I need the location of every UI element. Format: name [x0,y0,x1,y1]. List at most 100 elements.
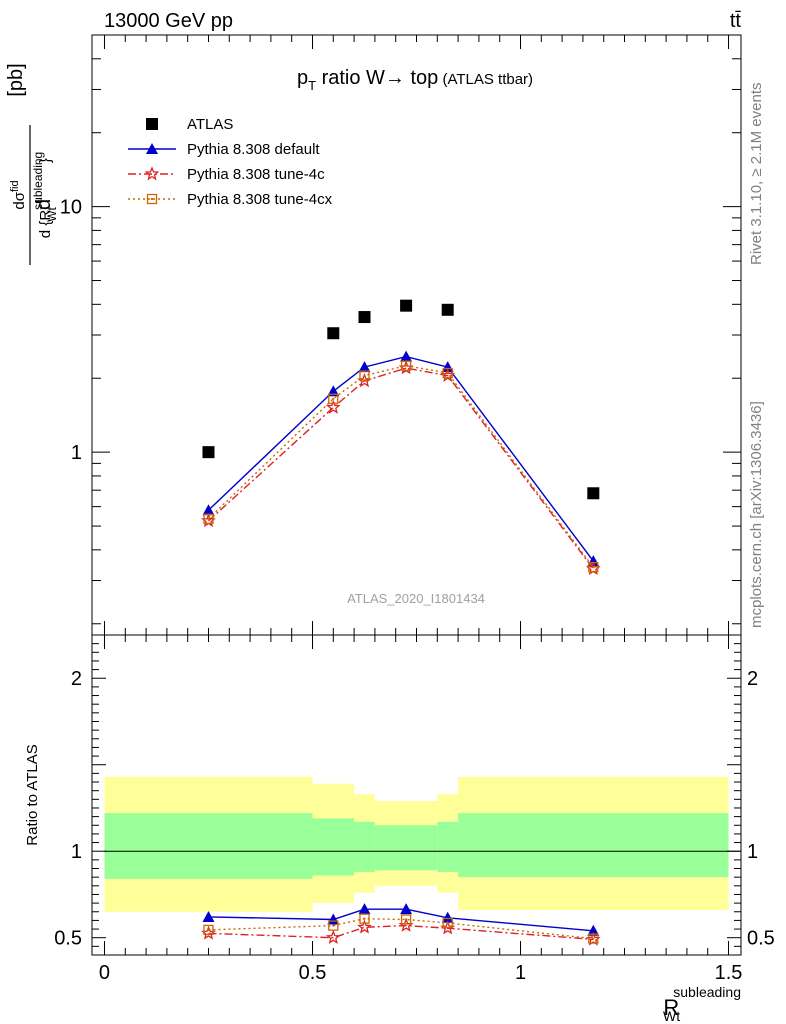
data-point-pythia-8-308-default [587,555,600,567]
ratio-line-pythia-8-308-tune-4c [208,924,594,941]
ratio-point-pythia-8-308-tune-4cx-center [363,917,366,920]
legend-label-pythia-8-308-tune-4c: Pythia 8.308 tune-4c [187,166,325,183]
ratio-point-pythia-8-308-default [358,903,371,915]
ratio-point-pythia-8-308-tune-4cx [400,914,412,925]
ratio-band-inner [437,821,459,872]
data-point-atlas [587,487,600,500]
main-axis-ticks: 1 10 [60,34,741,635]
data-point-pythia-8-308-tune-4c [325,399,341,414]
y-label-unit: [pb] [5,63,27,96]
ratio-series-layer [201,903,601,946]
ratio-point-pythia-8-308-tune-4cx [588,933,599,944]
ratio-point-pythia-8-308-tune-4cx [442,917,453,929]
y-tick-label: 10 [60,197,82,219]
main-y-axis-label-fraction: dσfid d {RsubleadingWt} [9,125,59,265]
ratio-point-pythia-8-308-tune-4cx-center [405,918,408,921]
ratio-point-pythia-8-308-default [327,913,340,925]
ratio-band-inner [312,818,355,876]
ratio-band-inner [104,813,313,879]
data-point-pythia-8-308-tune-4cx [203,513,214,524]
y-tick-label: 1 [71,442,82,464]
ratio-point-pythia-8-308-tune-4c [357,919,372,934]
legend-marker-pythia-8-308-default [146,143,158,154]
ratio-y-tick-label-right: 2 [747,668,758,690]
ratio-uncertainty-bands [104,776,741,912]
legend-label-pythia-8-308-default: Pythia 8.308 default [187,141,320,158]
ratio-point-pythia-8-308-tune-4cx-center [207,928,210,931]
data-point-pythia-8-308-tune-4cx-center [363,374,366,377]
data-point-pythia-8-308-tune-4cx-center [592,566,595,569]
x-tick-label: 1 [515,962,526,984]
data-point-pythia-8-308-tune-4cx [359,370,370,381]
data-point-pythia-8-308-tune-4cx [400,360,412,371]
ratio-plot-panel: 0 0.5 1 1.50.5 0.51 12 2 Ratio to ATLAS Rsuble… [24,634,775,1024]
data-point-pythia-8-308-default [400,350,413,362]
legend-marker-atlas [146,118,158,130]
rivet-version-label: Rivet 3.1.10, ≥ 2.1M events [748,83,765,266]
ratio-y-tick-label-left: 0.5 [54,928,82,950]
svg-text:Rivet 3.1.10, ≥ 2.1M events: Rivet 3.1.10, ≥ 2.1M events [748,83,765,266]
data-point-atlas [400,299,413,312]
ratio-point-pythia-8-308-tune-4cx-center [446,922,449,924]
ratio-y-label: Ratio to ATLAS [24,744,41,845]
ratio-y-tick-label-right: 1 [747,841,758,863]
ratio-point-pythia-8-308-tune-4cx [328,920,339,931]
ratio-y-tick-label-left: 2 [71,668,82,690]
ratio-point-pythia-8-308-default [441,911,454,923]
data-point-pythia-8-308-tune-4cx-center [332,397,335,400]
ratio-line-pythia-8-308-tune-4cx [208,917,594,940]
series-line-pythia-8-308-tune-4cx [208,364,594,568]
data-point-pythia-8-308-tune-4cx [442,367,453,379]
x-tick-label: 0 [99,962,110,984]
y-label-denominator: d {RsubleadingWt} [31,152,59,238]
ratio-point-pythia-8-308-tune-4c [325,929,341,945]
data-point-pythia-8-308-tune-4cx-center [446,372,449,375]
legend-marker-pythia-8-308-tune-4c [144,166,160,181]
x-tick-label: 1.5 [715,962,743,984]
x-tick-label: 0.5 [299,962,327,984]
data-point-pythia-8-308-default [327,385,340,397]
energy-label: 13000 GeV pp [104,10,233,32]
chart-title: pT ratio W→ top (ATLAS ttbar) [297,67,533,93]
data-point-pythia-8-308-tune-4cx-center [207,517,210,520]
data-point-atlas [441,303,454,316]
data-point-pythia-8-308-tune-4cx-center [405,364,408,367]
data-point-atlas [202,446,215,459]
ratio-point-pythia-8-308-default [202,910,215,922]
ratio-point-pythia-8-308-tune-4cx-center [332,924,335,927]
ratio-point-pythia-8-308-tune-4cx [359,913,370,924]
y-label-d: d [33,199,55,210]
ratio-point-pythia-8-308-default [400,903,413,915]
main-plot-panel: 1 10 pT ratio W→ top (ATLAS ttbar) ATLAS P… [5,34,742,636]
legend-label-atlas: ATLAS [187,116,233,133]
series-line-pythia-8-308-tune-4c [208,367,594,570]
data-point-atlas [358,311,371,324]
process-label: tt̄ [730,10,742,32]
ratio-band-inner [374,825,438,871]
data-point-atlas [327,327,340,340]
ratio-band-inner [354,821,375,872]
ratio-y-tick-label-left: 1 [71,841,82,863]
series-line-pythia-8-308-default [208,355,594,562]
analysis-watermark: ATLAS_2020_I1801434 [347,591,485,606]
ratio-band-inner [458,813,729,878]
main-y-axis-unit: [pb] [5,63,27,96]
ratio-point-pythia-8-308-tune-4cx-center [592,937,595,940]
legend-marker-pythia-8-308-tune-4cx [146,193,158,205]
mcplots-label: mcplots.cern.ch [arXiv:1306.3436] [748,401,765,628]
legend: ATLAS Pythia 8.308 default Pythia 8.308 tu… [128,116,333,208]
ratio-line-pythia-8-308-default [208,908,594,932]
ratio-y-axis-label: Ratio to ATLAS [24,744,41,845]
data-point-pythia-8-308-default [358,361,371,373]
main-y-axis-label: d [33,199,55,210]
data-point-pythia-8-308-tune-4cx [588,562,599,573]
ratio-axis-ticks: 0 0.5 1 1.50.5 0.51 12 2 [54,635,775,984]
data-point-pythia-8-308-default [202,504,215,516]
ratio-point-pythia-8-308-tune-4cx [203,924,214,936]
data-point-pythia-8-308-default [441,361,454,373]
legend-marker-pythia-8-308-tune-4cx-center [151,198,153,200]
legend-label-pythia-8-308-tune-4cx: Pythia 8.308 tune-4cx [187,191,333,208]
svg-text:mcplots.cern.ch [arXiv:1306.34: mcplots.cern.ch [arXiv:1306.3436] [748,401,765,628]
x-axis-label: Rsubleading Wt [663,984,741,1024]
